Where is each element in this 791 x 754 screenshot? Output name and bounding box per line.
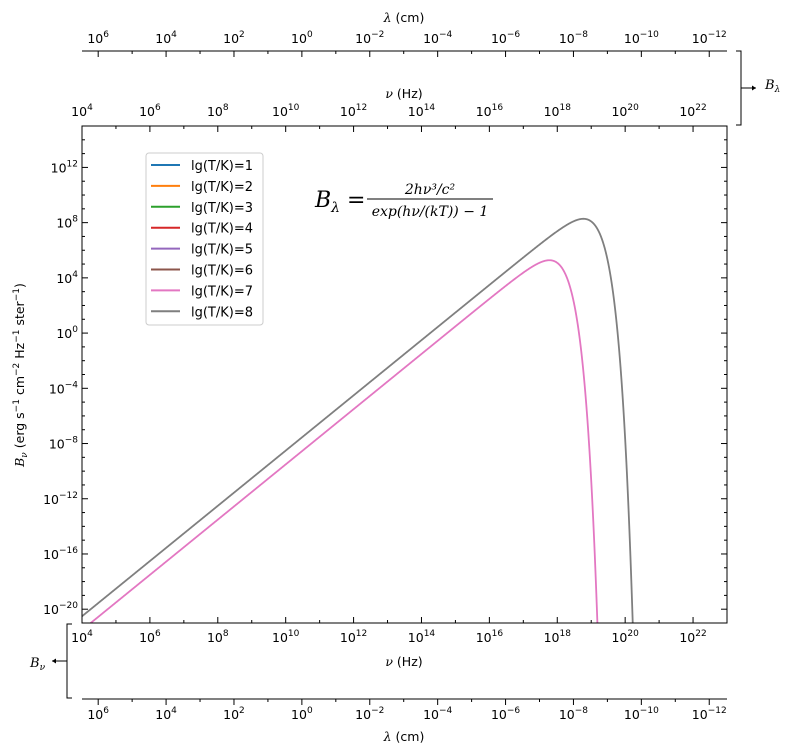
- lambda-bottom-tick-label: 100: [291, 706, 313, 722]
- y-tick-label: 104: [56, 270, 78, 286]
- y-tick-label: 10−20: [43, 601, 78, 617]
- y-tick-label: 10−4: [49, 380, 78, 396]
- nu-bottom-tick-label: 1014: [408, 629, 436, 645]
- svg-text:2hν³/c²: 2hν³/c²: [404, 182, 456, 198]
- nu-top-tick-label: 1010: [272, 103, 300, 119]
- nu-top-tick-label: 106: [139, 103, 161, 119]
- lambda-top-axis: 106 104 102 100 10−2 10−4 10−6 10−8 10−10 10−12: [87, 30, 727, 57]
- lambda-bottom-tick-label: 10−8: [559, 706, 588, 722]
- lambda-bottom-tick-label: 102: [223, 706, 245, 722]
- side-bracket-bottom: Bν: [29, 623, 72, 699]
- svg-text:exp(hν/(kT)) − 1: exp(hν/(kT)) − 1: [372, 204, 489, 220]
- lambda-top-tick-label: 104: [155, 30, 177, 46]
- lambda-top-tick-label: 10−12: [692, 30, 727, 46]
- series-line: [82, 217, 634, 623]
- lambda-bottom-tick-label: 10−4: [423, 706, 452, 722]
- nu-bottom-tick-label: 1010: [272, 629, 300, 645]
- lambda-top-tick-label: 10−4: [423, 30, 452, 46]
- lambda-top-tick-label: 102: [223, 30, 245, 46]
- planck-curves: [82, 217, 634, 623]
- nu-top-tick-label: 1012: [340, 103, 367, 119]
- lambda-top-axis-label: λ (cm): [383, 10, 425, 25]
- nu-bottom-tick-label: 1016: [476, 629, 504, 645]
- nu-bottom-tick-label: 108: [207, 629, 229, 645]
- legend-entry-label: lg(T/K)=1: [191, 159, 253, 174]
- lambda-top-tick-label: 10−2: [355, 30, 384, 46]
- nu-bottom-tick-label: 1012: [340, 629, 367, 645]
- y-tick-label: 100: [56, 325, 78, 341]
- legend: lg(T/K)=1 lg(T/K)=2 lg(T/K)=3 lg(T/K)=4 lg(T…: [145, 152, 264, 326]
- nu-top-tick-label: 104: [71, 103, 93, 119]
- legend-entry-label: lg(T/K)=5: [191, 243, 253, 258]
- y-tick-label: 10−8: [49, 436, 78, 452]
- y-tick-label: 10−12: [43, 491, 78, 507]
- y-axis-label: Bν (erg s−1 cm−2 Hz−1 ster−1): [12, 283, 30, 468]
- svg-text:Bν: Bν: [29, 656, 46, 673]
- nu-bottom-tick-label: 104: [71, 629, 93, 645]
- legend-entry-label: lg(T/K)=8: [191, 305, 253, 320]
- nu-top-tick-label: 108: [207, 103, 229, 119]
- legend-entry-label: lg(T/K)=7: [191, 284, 253, 299]
- lambda-bottom-tick-label: 104: [155, 706, 177, 722]
- lambda-bottom-tick-label: 10−2: [355, 706, 384, 722]
- legend-entry-label: lg(T/K)=3: [191, 201, 253, 216]
- nu-top-axis-label: ν (Hz): [385, 86, 422, 101]
- nu-bottom-tick-label: 1020: [611, 629, 639, 645]
- lambda-bottom-tick-label: 106: [87, 706, 109, 722]
- svg-text:Bλ: Bλ: [764, 78, 780, 95]
- nu-top-tick-label: 1020: [611, 103, 639, 119]
- nu-top-tick-label: 1018: [544, 103, 572, 119]
- lambda-top-tick-label: 10−8: [559, 30, 588, 46]
- nu-bottom-tick-label: 1018: [544, 629, 572, 645]
- formula-annotation: Bλ = 2hν³/c² exp(hν/(kT)) − 1: [314, 182, 493, 220]
- nu-top-tick-label: 1022: [679, 103, 706, 119]
- svg-text:Bλ =: Bλ =: [314, 188, 365, 216]
- lambda-top-tick-label: 106: [87, 30, 109, 46]
- lambda-top-tick-label: 100: [291, 30, 313, 46]
- lambda-bottom-tick-label: 10−12: [692, 706, 727, 722]
- nu-top-axis: 104 106 108 1010 1012 1014 1016 1018 1020 1022: [71, 103, 728, 132]
- lambda-bottom-tick-label: 10−6: [491, 706, 520, 722]
- legend-entry-label: lg(T/K)=4: [191, 222, 253, 237]
- y-tick-label: 1012: [51, 159, 78, 175]
- series-line: [89, 259, 599, 623]
- nu-bottom-tick-label: 106: [139, 629, 161, 645]
- lambda-top-tick-label: 10−6: [491, 30, 520, 46]
- y-axis: 10−20 10−16 10−12 10−8 10−4 100 104 108 1012: [43, 125, 727, 624]
- lambda-top-tick-label: 10−10: [624, 30, 659, 46]
- y-tick-label: 108: [56, 215, 78, 231]
- nu-bottom-axis: 104 106 108 1010 1012 1014 1016 1018 1020 1022: [71, 617, 728, 645]
- nu-bottom-axis-label: ν (Hz): [385, 654, 422, 669]
- lambda-bottom-axis-label: λ (cm): [383, 729, 425, 744]
- nu-bottom-tick-label: 1022: [679, 629, 706, 645]
- legend-entry-label: lg(T/K)=6: [191, 264, 253, 279]
- nu-top-tick-label: 1016: [476, 103, 504, 119]
- legend-entry-label: lg(T/K)=2: [191, 180, 253, 195]
- lambda-bottom-axis: 106 104 102 100 10−2 10−4 10−6 10−8 10−10 10−12: [87, 699, 727, 722]
- side-bracket-top: Bλ: [736, 50, 780, 126]
- lambda-bottom-tick-label: 10−10: [624, 706, 659, 722]
- y-tick-label: 10−16: [43, 546, 78, 562]
- nu-top-tick-label: 1014: [408, 103, 436, 119]
